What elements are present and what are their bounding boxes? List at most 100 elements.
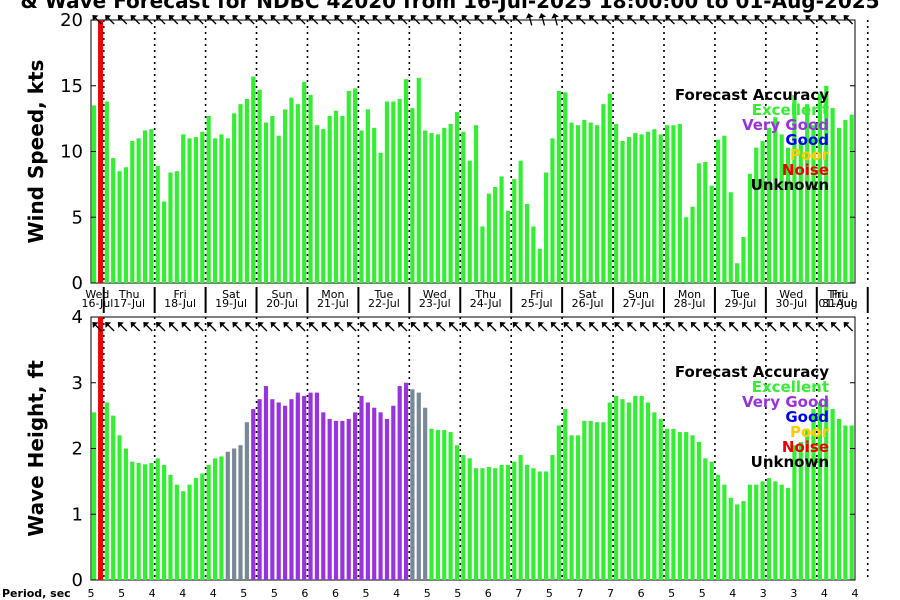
bar xyxy=(136,462,141,580)
direction-arrow xyxy=(639,15,650,25)
bar xyxy=(283,109,288,283)
bar xyxy=(333,110,339,283)
bar xyxy=(442,127,447,283)
day-label-dow: Fri xyxy=(831,288,844,301)
bar xyxy=(836,418,842,580)
bar xyxy=(480,468,485,580)
bar xyxy=(104,101,109,283)
y-tick-label: 15 xyxy=(60,76,83,97)
bar xyxy=(614,123,619,283)
legend-item: Good xyxy=(785,131,829,149)
direction-arrow xyxy=(525,13,534,26)
bar xyxy=(270,399,275,580)
bar xyxy=(754,484,759,580)
direction-arrow xyxy=(207,322,217,332)
direction-arrow xyxy=(194,15,204,25)
bar xyxy=(505,210,510,284)
bar xyxy=(524,464,530,580)
y-axis-label: Wind Speed, kts xyxy=(24,60,48,244)
direction-arrow xyxy=(690,322,701,332)
direction-arrow xyxy=(538,13,547,26)
day-label-date: 21-Jul xyxy=(317,297,349,310)
bar xyxy=(620,140,625,283)
legend-item: Noise xyxy=(782,438,829,456)
bar xyxy=(365,402,370,581)
bar xyxy=(499,464,504,580)
period-value: 7 xyxy=(577,587,584,600)
bar xyxy=(633,133,638,283)
bar xyxy=(461,455,466,580)
direction-arrow xyxy=(729,15,739,25)
legend-item: Unknown xyxy=(751,453,829,471)
direction-arrow xyxy=(741,15,752,25)
day-label-date: 16-Jul xyxy=(81,297,113,310)
direction-arrow xyxy=(436,15,446,25)
direction-arrow xyxy=(741,322,752,332)
period-row: 5 5 4 4 4 5 5 6 6 5 4 5 5 6 7 5 7 7 6 5 5 4 3 3 4 4 xyxy=(88,587,859,600)
bar xyxy=(614,395,619,580)
bar xyxy=(295,392,300,580)
bar xyxy=(703,458,708,580)
bar xyxy=(588,122,593,283)
direction-arrow xyxy=(678,322,688,332)
legend-item: Noise xyxy=(782,161,829,179)
bar xyxy=(696,163,701,283)
day-label-dow: Wed xyxy=(423,288,447,301)
direction-arrow xyxy=(321,15,332,25)
direction-arrow xyxy=(398,15,408,25)
day-labels: Wed16-JulThu17-JulFri18-JulSat19-JulSun2… xyxy=(81,287,869,313)
day-label-dow: Mon xyxy=(678,288,701,301)
bar xyxy=(493,187,498,283)
bar xyxy=(193,478,199,580)
bar xyxy=(346,91,351,283)
period-value: 4 xyxy=(852,587,859,600)
direction-arrow xyxy=(614,322,624,332)
day-label-date: 23-Jul xyxy=(419,297,451,310)
direction-arrow xyxy=(245,15,255,25)
bar xyxy=(505,464,510,580)
bar xyxy=(474,125,479,283)
legend-item: Poor xyxy=(790,423,830,441)
bar xyxy=(263,386,269,580)
bar xyxy=(760,140,765,283)
bar xyxy=(594,422,600,580)
bar xyxy=(111,158,116,283)
bar xyxy=(346,418,351,580)
bar xyxy=(817,402,822,581)
direction-arrow xyxy=(372,322,382,332)
direction-arrow xyxy=(780,15,790,25)
direction-arrow xyxy=(410,15,421,25)
bar xyxy=(569,435,574,580)
bar xyxy=(130,461,135,580)
wave-panel: 0 1 2 3 4 Wave Height, ft Forecast AccuracyExc… xyxy=(24,307,869,591)
bar xyxy=(289,399,294,580)
bar xyxy=(588,420,593,580)
direction-arrow xyxy=(423,15,433,25)
period-value: 6 xyxy=(638,587,645,600)
bar xyxy=(104,402,109,581)
period-value: 5 xyxy=(240,587,247,600)
day-label-date: 31-Jul xyxy=(822,297,854,310)
bar xyxy=(607,93,612,283)
bar xyxy=(684,432,689,580)
direction-arrow xyxy=(805,15,815,25)
direction-arrow xyxy=(232,15,242,25)
bar xyxy=(435,430,440,580)
direction-arrow xyxy=(627,15,637,25)
direction-arrow xyxy=(487,15,497,25)
direction-arrow xyxy=(181,15,191,25)
bar xyxy=(155,458,160,580)
direction-arrow xyxy=(130,322,141,332)
direction-arrow xyxy=(257,322,268,332)
bar xyxy=(423,407,428,581)
day-label-dow: Tue xyxy=(374,288,394,301)
bar xyxy=(238,104,243,283)
period-value: 4 xyxy=(210,587,217,600)
direction-arrow xyxy=(308,15,319,25)
bar xyxy=(652,129,657,283)
direction-arrow xyxy=(334,322,344,332)
bar xyxy=(225,451,230,580)
direction-arrow xyxy=(487,322,497,332)
bar xyxy=(193,137,199,283)
y-tick-label: 0 xyxy=(72,570,83,591)
